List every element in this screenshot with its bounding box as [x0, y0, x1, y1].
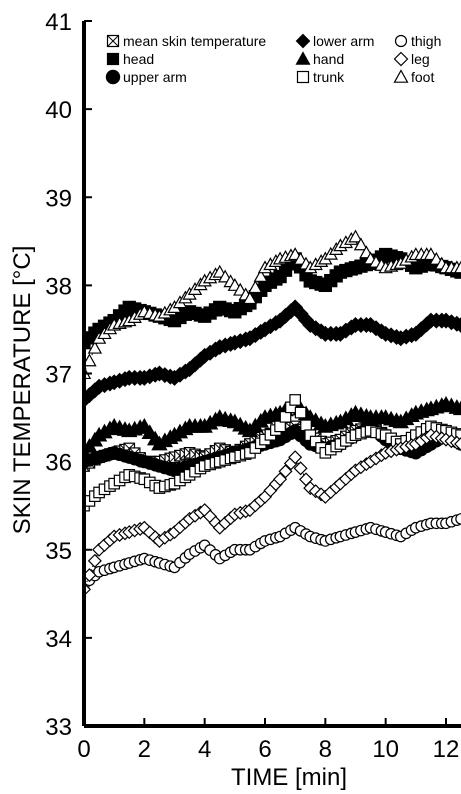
x-tick-label: 0	[77, 736, 90, 763]
legend-item-mean-skin-temperature: mean skin temperature	[106, 33, 266, 49]
y-tick-label: 37	[45, 362, 72, 389]
data-point	[274, 420, 286, 433]
legend-label: mean skin temperature	[123, 33, 266, 49]
chart-marks	[84, 229, 461, 597]
y-tick-label: 35	[45, 538, 72, 565]
legend-marker	[393, 69, 409, 83]
y-tick-label: 38	[45, 273, 72, 300]
legend-item-foot: foot	[393, 69, 434, 85]
data-point	[293, 461, 308, 476]
data-point	[453, 260, 461, 274]
legend-marker	[393, 51, 409, 67]
data-point	[300, 419, 312, 432]
chart-ticks: 33 34 35 36 37 38 39 40 41 0 2 4 6 8 10 12	[45, 9, 459, 763]
legend-marker	[295, 33, 311, 49]
data-point	[455, 429, 461, 442]
series-lower-arm	[84, 299, 461, 408]
x-tick-label: 12	[433, 736, 460, 763]
data-point	[294, 406, 307, 419]
y-tick-label: 41	[45, 9, 72, 36]
data-point	[87, 340, 103, 354]
legend-marker	[105, 69, 121, 85]
x-tick-label: 2	[138, 736, 151, 763]
data-point	[248, 280, 263, 294]
data-point	[278, 464, 293, 479]
data-point	[452, 400, 461, 416]
legend-marker	[106, 52, 120, 66]
legend-label: head	[123, 51, 154, 67]
chart-legend: mean skin temperature head upper arm lower …	[105, 33, 441, 85]
legend-item-head: head	[106, 51, 154, 67]
legend-label: hand	[313, 51, 344, 67]
legend-label: upper arm	[123, 69, 187, 85]
legend-item-lower-arm: lower arm	[295, 33, 374, 49]
data-point	[353, 237, 369, 251]
y-tick-label: 36	[45, 450, 72, 477]
data-point	[289, 394, 301, 406]
series-thigh	[84, 513, 461, 591]
x-tick-label: 10	[372, 736, 399, 763]
data-point	[454, 437, 461, 451]
series-foot	[84, 229, 461, 380]
legend-item-hand: hand	[295, 51, 344, 67]
legend-marker	[296, 70, 310, 84]
legend-marker	[295, 51, 311, 65]
legend-label: trunk	[313, 69, 345, 85]
x-tick-label: 8	[319, 736, 332, 763]
legend-label: foot	[411, 69, 434, 85]
legend-label: leg	[411, 51, 430, 67]
data-point	[84, 353, 97, 367]
data-point	[348, 229, 363, 243]
y-tick-label: 40	[45, 97, 72, 124]
data-point	[273, 472, 288, 487]
legend-marker	[394, 34, 408, 48]
data-point-cross	[84, 465, 90, 472]
data-point	[242, 291, 258, 305]
y-axis-title: SKIN TEMPERATURE [°C]	[9, 246, 36, 535]
data-point	[87, 553, 102, 568]
y-tick-label: 34	[45, 626, 72, 653]
x-tick-label: 4	[198, 736, 211, 763]
data-point	[279, 411, 292, 423]
data-point	[288, 450, 303, 465]
data-point	[253, 268, 268, 282]
series-leg	[84, 428, 461, 597]
legend-item-upper-arm: upper arm	[105, 69, 187, 85]
data-point	[453, 317, 461, 333]
x-axis-title: TIME [min]	[231, 764, 347, 791]
y-tick-label: 39	[45, 185, 72, 212]
x-tick-label: 6	[258, 736, 271, 763]
legend-item-thigh: thigh	[394, 33, 441, 49]
legend-label: thigh	[411, 33, 441, 49]
legend-label: lower arm	[313, 33, 374, 49]
legend-marker-cross	[107, 35, 119, 47]
legend-item-leg: leg	[393, 51, 430, 67]
data-point	[455, 513, 461, 525]
legend-item-trunk: trunk	[296, 69, 345, 85]
y-tick-label: 33	[45, 714, 72, 741]
